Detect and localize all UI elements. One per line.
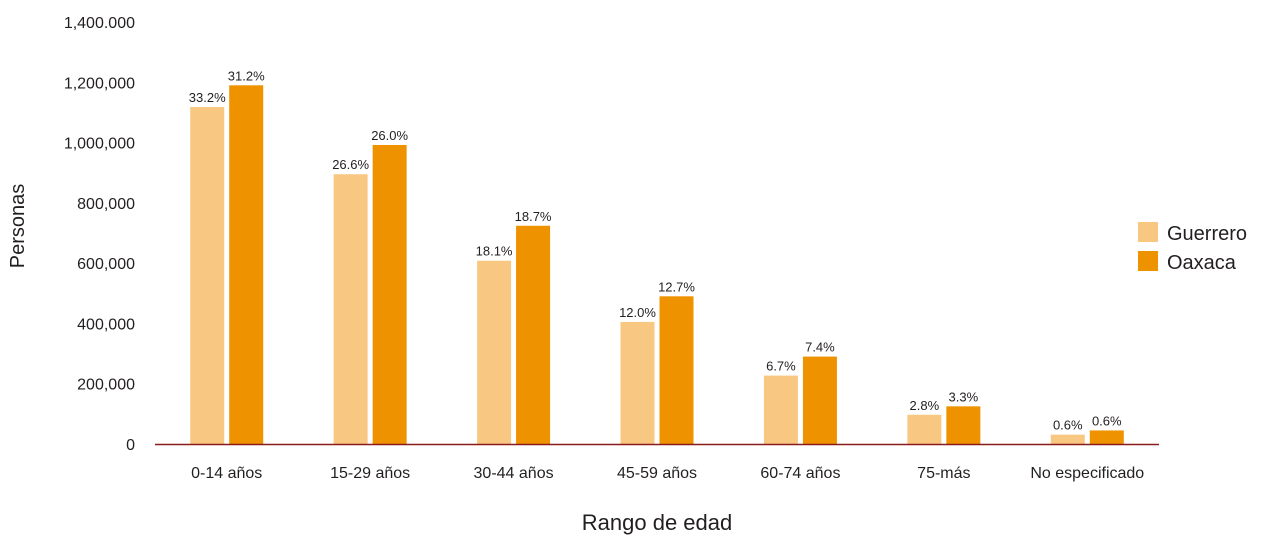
y-tick-label: 1,200,000 — [64, 75, 135, 92]
x-axis-title: Rango de edad — [582, 510, 732, 535]
x-tick-label: 75-más — [917, 465, 970, 482]
bar-oaxaca — [802, 356, 837, 444]
y-tick-label: 600,000 — [77, 256, 135, 273]
data-label-guerrero: 12.0% — [619, 305, 656, 320]
data-label-guerrero: 2.8% — [910, 398, 940, 413]
y-tick-label: 1,000,000 — [64, 136, 135, 153]
bar-oaxaca — [372, 144, 407, 445]
bar-guerrero — [763, 375, 798, 444]
x-tick-label: 60-74 años — [760, 465, 840, 482]
data-label-oaxaca: 18.7% — [515, 209, 552, 224]
y-axis-ticks: 0 200,000 400,000 600,000 800,000 1,000,000 1,… — [64, 15, 135, 454]
x-tick-label: 30-44 años — [474, 465, 554, 482]
y-tick-label: 400,000 — [77, 316, 135, 333]
y-axis-title: Personas — [7, 184, 29, 269]
bar-oaxaca — [516, 225, 551, 444]
bar-guerrero — [907, 414, 942, 444]
bar-guerrero — [1050, 434, 1085, 444]
bar-oaxaca — [946, 406, 981, 444]
legend: Guerrero Oaxaca — [1138, 222, 1247, 274]
legend-swatch-guerrero — [1138, 222, 1158, 242]
bar-guerrero — [333, 174, 368, 444]
x-tick-label: 45-59 años — [617, 465, 697, 482]
bars — [190, 85, 1124, 445]
data-label-oaxaca: 12.7% — [658, 279, 695, 294]
x-axis-ticks: 0-14 años 15-29 años 30-44 años 45-59 años 6… — [191, 465, 1144, 482]
data-label-guerrero: 26.6% — [332, 157, 369, 172]
data-label-guerrero: 33.2% — [189, 90, 226, 105]
data-label-guerrero: 18.1% — [476, 244, 513, 259]
legend-swatch-oaxaca — [1138, 251, 1158, 271]
data-label-oaxaca: 31.2% — [228, 68, 265, 83]
bar-oaxaca — [659, 296, 694, 444]
data-labels: 33.2%31.2% 26.6%26.0% 18.1% 18.7% 12.0%12.7%… — [189, 68, 1122, 432]
data-label-oaxaca: 3.3% — [949, 389, 979, 404]
bar-guerrero — [620, 321, 655, 444]
y-tick-label: 1,400.000 — [64, 15, 135, 32]
bar-guerrero — [190, 107, 225, 444]
x-tick-label: 15-29 años — [330, 465, 410, 482]
y-tick-label: 200,000 — [77, 377, 135, 394]
data-label-guerrero: 0.6% — [1053, 418, 1083, 433]
x-tick-label: 0-14 años — [191, 465, 262, 482]
x-tick-label: No especificado — [1030, 465, 1144, 482]
data-label-oaxaca: 7.4% — [805, 340, 835, 355]
data-label-guerrero: 6.7% — [766, 359, 796, 374]
data-label-oaxaca: 26.0% — [371, 128, 408, 143]
bar-oaxaca — [229, 85, 264, 445]
bar-oaxaca — [1089, 430, 1124, 444]
y-tick-label: 800,000 — [77, 196, 135, 213]
data-label-oaxaca: 0.6% — [1092, 413, 1122, 428]
bar-guerrero — [477, 260, 512, 444]
y-tick-label: 0 — [126, 437, 135, 454]
legend-label-oaxaca: Oaxaca — [1167, 252, 1237, 274]
legend-label-guerrero: Guerrero — [1167, 223, 1247, 245]
